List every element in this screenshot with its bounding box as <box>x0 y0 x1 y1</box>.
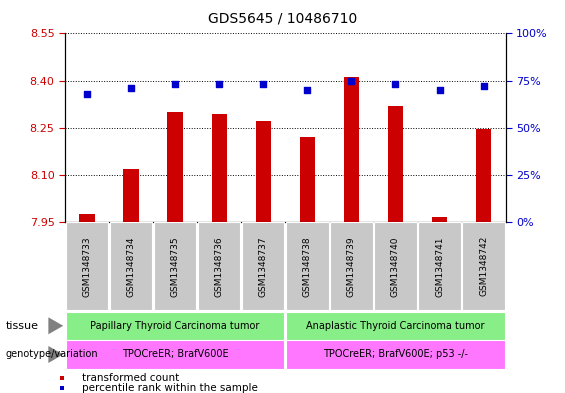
Text: GSM1348736: GSM1348736 <box>215 236 224 297</box>
Point <box>391 81 400 88</box>
Bar <box>299 137 315 222</box>
Point <box>215 81 224 88</box>
Bar <box>286 340 505 369</box>
Bar <box>154 222 196 310</box>
Text: genotype/variation: genotype/variation <box>6 349 98 360</box>
Text: GSM1348737: GSM1348737 <box>259 236 268 297</box>
Point <box>479 83 488 89</box>
Text: TPOCreER; BrafV600E: TPOCreER; BrafV600E <box>122 349 228 360</box>
Text: Papillary Thyroid Carcinoma tumor: Papillary Thyroid Carcinoma tumor <box>90 321 260 331</box>
Bar <box>66 222 108 310</box>
Polygon shape <box>49 317 63 334</box>
Bar <box>331 222 372 310</box>
Bar <box>286 222 328 310</box>
Text: GSM1348740: GSM1348740 <box>391 236 400 296</box>
Point <box>303 87 312 93</box>
Bar <box>286 312 505 340</box>
Bar <box>463 222 505 310</box>
Text: GSM1348741: GSM1348741 <box>435 236 444 296</box>
Bar <box>123 169 139 222</box>
Bar <box>375 222 416 310</box>
Bar <box>242 222 284 310</box>
Text: GDS5645 / 10486710: GDS5645 / 10486710 <box>208 12 357 26</box>
Text: TPOCreER; BrafV600E; p53 -/-: TPOCreER; BrafV600E; p53 -/- <box>323 349 468 360</box>
Text: percentile rank within the sample: percentile rank within the sample <box>82 383 258 393</box>
Bar <box>198 222 240 310</box>
Text: GSM1348738: GSM1348738 <box>303 236 312 297</box>
Point <box>127 85 136 91</box>
Bar <box>344 77 359 222</box>
Bar <box>255 121 271 222</box>
Text: GSM1348733: GSM1348733 <box>82 236 92 297</box>
Bar <box>211 114 227 222</box>
Bar <box>60 376 64 380</box>
Point <box>259 81 268 88</box>
Text: GSM1348739: GSM1348739 <box>347 236 356 297</box>
Point <box>82 91 92 97</box>
Bar <box>388 106 403 222</box>
Bar <box>60 386 64 390</box>
Bar <box>66 312 284 340</box>
Bar <box>419 222 460 310</box>
Point <box>347 77 356 84</box>
Polygon shape <box>49 346 63 363</box>
Bar <box>167 112 183 222</box>
Text: Anaplastic Thyroid Carcinoma tumor: Anaplastic Thyroid Carcinoma tumor <box>306 321 485 331</box>
Bar <box>476 129 492 222</box>
Point <box>171 81 180 88</box>
Text: GSM1348742: GSM1348742 <box>479 236 488 296</box>
Point <box>435 87 444 93</box>
Text: GSM1348735: GSM1348735 <box>171 236 180 297</box>
Text: transformed count: transformed count <box>82 373 179 383</box>
Bar <box>110 222 152 310</box>
Text: GSM1348734: GSM1348734 <box>127 236 136 296</box>
Text: tissue: tissue <box>6 321 38 331</box>
Bar <box>79 214 95 222</box>
Bar <box>66 340 284 369</box>
Bar <box>432 217 447 222</box>
